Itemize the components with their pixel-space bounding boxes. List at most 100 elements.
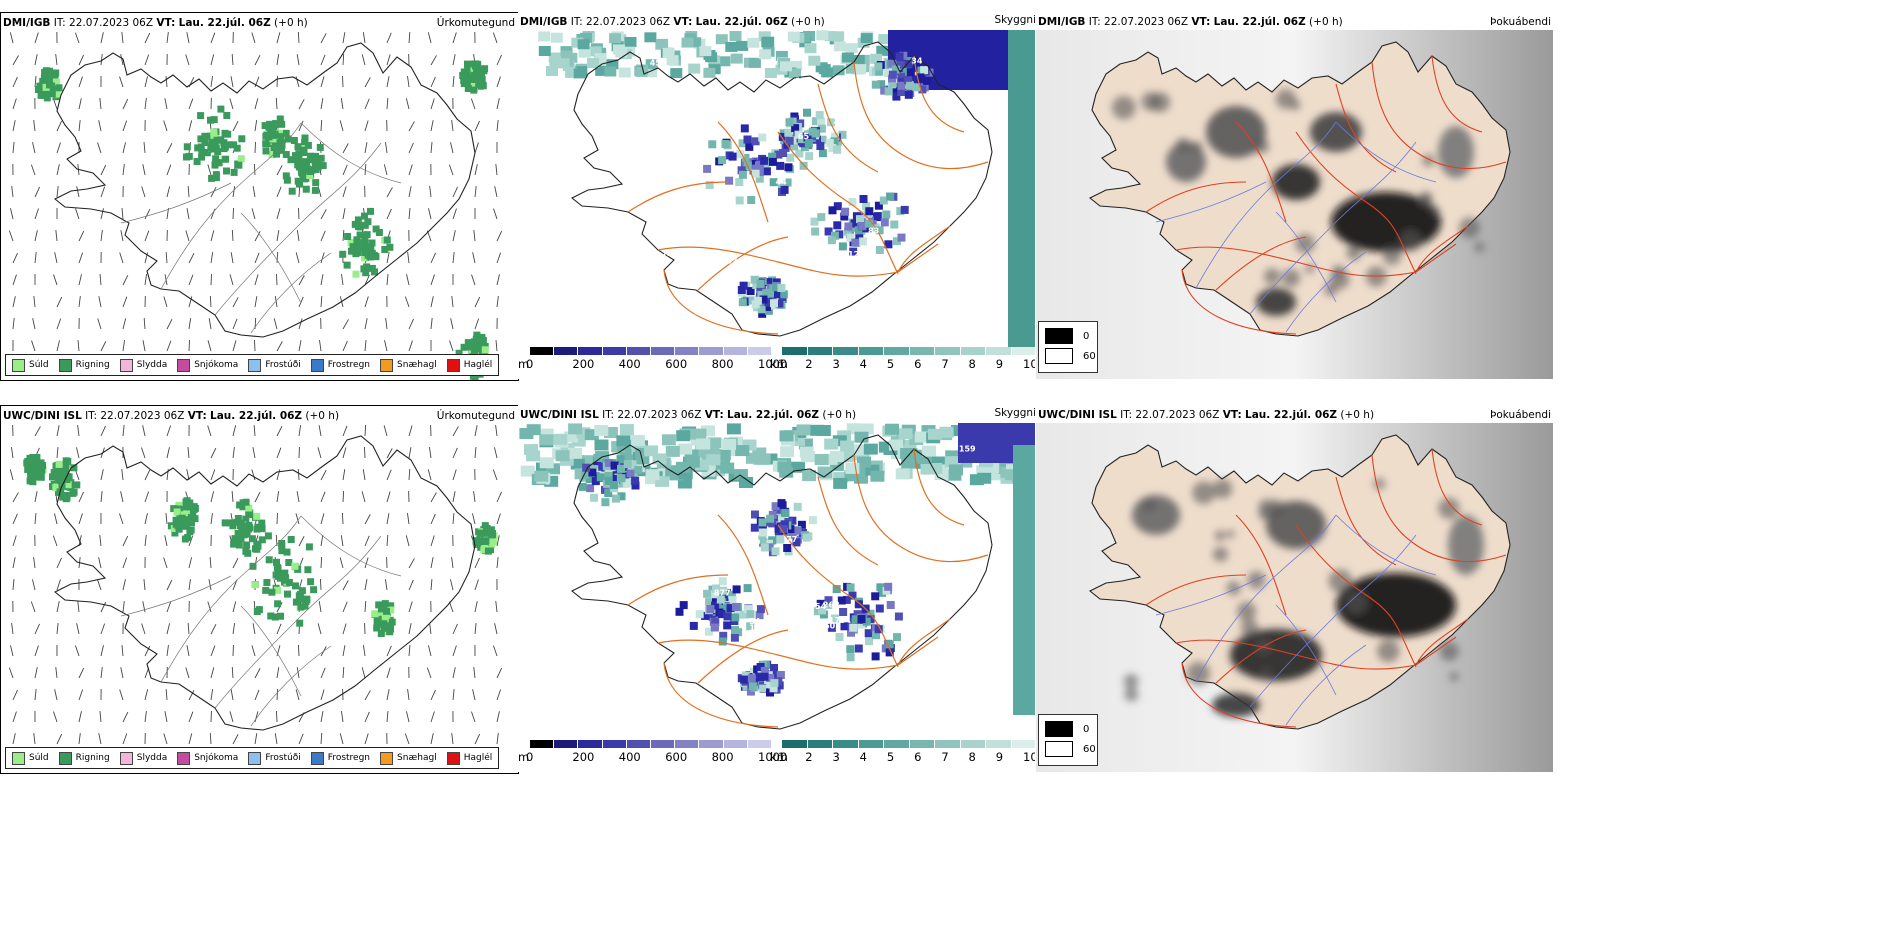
colorbar-tick-label: 5: [886, 357, 895, 371]
precip-legend-item: Snæhagl: [380, 751, 437, 765]
colorbar-cell: [602, 740, 627, 748]
legend-label: Haglél: [463, 753, 493, 763]
visibility-colorbar-bottom: km 1 2 3 4 5 6 7 8 9 10: [770, 740, 1035, 772]
panel-header-bottom-vis: UWC/DINI ISL IT: 22.07.2023 06Z VT: Lau.…: [520, 409, 857, 421]
colorbar-cell: [554, 347, 579, 355]
colorbar-tick-label: 1: [778, 750, 786, 764]
colorbar-tick-label: 8: [968, 750, 976, 764]
visibility-value-label: 12: [933, 143, 944, 152]
precip-legend-item: Haglél: [446, 358, 493, 372]
colorbar-cells: [530, 740, 772, 748]
visibility-value-label: 109: [749, 624, 766, 633]
colorbar-tick-label: 9: [995, 357, 1004, 371]
colorbar-cell: [723, 347, 748, 355]
precip-panel-top: DMI/IGB IT: 22.07.2023 06Z VT: Lau. 22.j…: [0, 12, 519, 381]
colorbar-tick-label: 8: [968, 357, 976, 371]
colorbar-tick-label: 800: [711, 750, 734, 764]
visibility-value-label: 54: [815, 602, 827, 611]
visibility-value-label: 72: [671, 208, 682, 217]
colorbar-cell: [626, 347, 651, 355]
visibility-value-label: 83: [624, 623, 635, 632]
visibility-value-label: 85: [674, 147, 686, 156]
fog-legend-bottom: 0 60: [1038, 714, 1098, 766]
fog-legend-label: 0: [1083, 330, 1090, 342]
colorbar-tick-label: 0: [526, 750, 534, 764]
colorbar-cell: [626, 740, 651, 748]
legend-swatch: [119, 358, 133, 372]
fog-legend-top: 0 60: [1038, 321, 1098, 373]
legend-swatch: [177, 751, 191, 765]
visibility-value-label: 90: [695, 308, 707, 317]
fog-legend-label: 60: [1083, 350, 1096, 362]
colorbar-tick-label: 600: [665, 750, 688, 764]
legend-label: Snjókoma: [194, 753, 239, 763]
colorbar-tick-label: 3: [832, 357, 840, 371]
visibility-value-label: 160: [795, 77, 812, 86]
legend-label: Frostúði: [265, 753, 301, 763]
panel-title-precip-top: Úrkomutegund: [436, 17, 515, 29]
visibility-value-label: 94: [789, 297, 801, 306]
colorbar-tick-label: 9: [995, 750, 1004, 764]
visibility-map-top: 90 83 198 182 396 88 60 81 84 84 60 43 44 61 45 77 97 86 1…: [518, 30, 1035, 350]
visibility-value-label: 54: [749, 617, 761, 626]
panel-header-top-vis: DMI/IGB IT: 22.07.2023 06Z VT: Lau. 22.j…: [520, 16, 825, 28]
visibility-value-label: 207: [695, 230, 712, 239]
legend-swatch: [12, 751, 25, 765]
colorbar-cell: [650, 740, 676, 748]
colorbar-cell: [858, 740, 884, 748]
panel-title-vis-bottom: Skyggni: [994, 407, 1036, 419]
colorbar-tick-label: 400: [618, 750, 641, 764]
legend-swatch: [310, 358, 324, 372]
legend-label: Súld: [29, 360, 49, 370]
colorbar-cell: [699, 347, 724, 355]
visibility-value-label: 750: [819, 622, 836, 631]
fog-legend-item: 0: [1045, 721, 1089, 737]
legend-label: Rigning: [75, 360, 110, 370]
colorbar-cell: [578, 347, 603, 355]
legend-swatch: [12, 358, 25, 372]
visibility-value-label: 77: [786, 535, 797, 544]
colorbar-cells: [530, 347, 772, 355]
colorbar-tick-label: 1000: [758, 750, 788, 764]
precip-legend-item: Slydda: [119, 751, 167, 765]
colorbar-cell: [1011, 740, 1035, 748]
visibility-value-label: 59: [711, 540, 723, 549]
fog-panel-bottom: UWC/DINI ISL IT: 22.07.2023 06Z VT: Lau.…: [1036, 405, 1553, 772]
visibility-value-label: 45: [650, 58, 662, 67]
precip-legend-item: Frostúði: [248, 358, 301, 372]
legend-label: Snæhagl: [397, 753, 437, 763]
visibility-value-label: 84: [847, 532, 859, 541]
fog-legend-item: 0: [1045, 328, 1089, 344]
colorbar-cell: [807, 347, 833, 355]
visibility-value-label: 58: [915, 625, 927, 634]
colorbar-cells: [782, 740, 1035, 748]
precip-panel-bottom: UWC/DINI ISL IT: 22.07.2023 06Z VT: Lau.…: [0, 405, 519, 774]
legend-swatch: [310, 751, 324, 765]
colorbar-cell: [833, 740, 859, 748]
legend-swatch: [446, 751, 460, 765]
visibility-value-label: 44: [776, 178, 788, 187]
colorbar-tick-label: 10: [1023, 357, 1035, 371]
visibility-value-label: 84: [902, 187, 914, 196]
precip-legend-top: Súld Rigning Slydda Snjókoma Frostúði Frostre…: [5, 354, 500, 376]
colorbar-cell: [935, 740, 961, 748]
colorbar-tick-label: 6: [914, 357, 922, 371]
colorbar-unit: km: [770, 357, 788, 371]
precip-legend-bottom: Súld Rigning Slydda Snjókoma Frostúði Frostre…: [5, 747, 500, 769]
fog-legend-label: 60: [1083, 743, 1096, 755]
visibility-value-label: 150: [898, 565, 915, 574]
colorbar-cell: [986, 347, 1012, 355]
precip-legend-item: Haglél: [446, 751, 493, 765]
legend-label: Slydda: [136, 360, 168, 370]
visibility-value-label: 140: [591, 618, 608, 627]
visibility-value-label: 88: [883, 112, 895, 121]
legend-label: Haglél: [463, 360, 493, 370]
precip-legend-item: Rigning: [58, 358, 110, 372]
precip-legend-item: Frostregn: [310, 358, 370, 372]
visibility-value-label: 71: [648, 670, 660, 679]
precip-legend-item: Slydda: [119, 358, 168, 372]
fog-legend-swatch: [1045, 741, 1073, 757]
visibility-panel-top: 90 83 198 182 396 88 60 81 84 84 60 43 44 61 45 77 97 86 1…: [518, 12, 1035, 379]
colorbar-cell: [650, 347, 676, 355]
visibility-value-label: 62: [722, 193, 733, 202]
